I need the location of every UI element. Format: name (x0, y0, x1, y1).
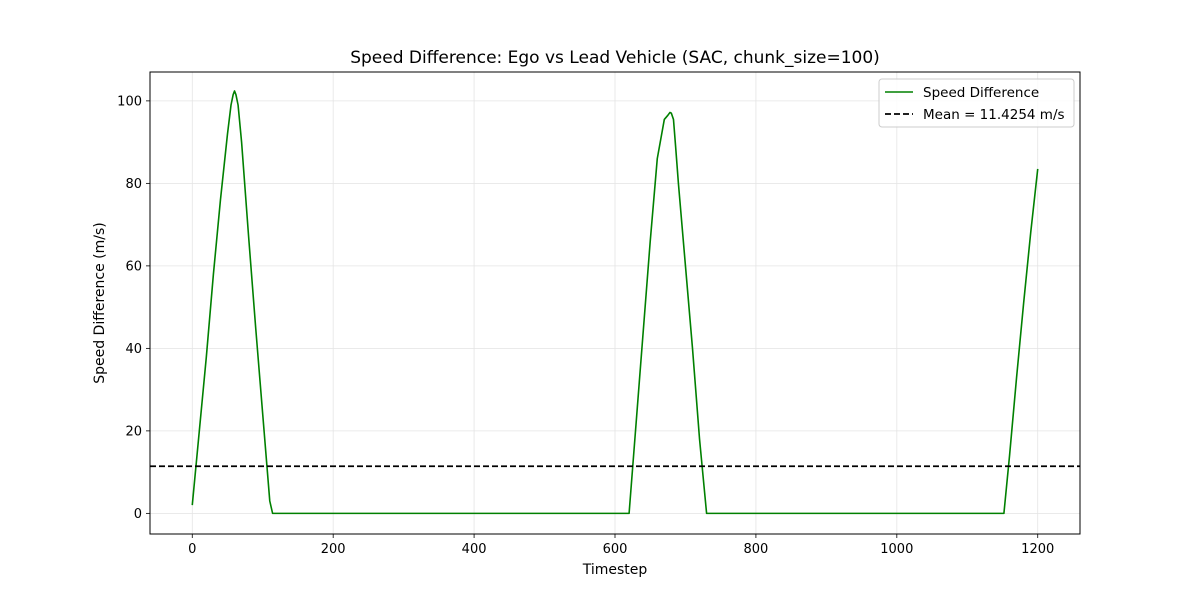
legend-box (878, 78, 1075, 128)
speed-difference-line (191, 90, 1039, 515)
x-tick-label: 1200 (1021, 542, 1054, 557)
y-tick-label: 60 (125, 259, 142, 274)
chart-title: Speed Difference: Ego vs Lead Vehicle (S… (350, 48, 880, 68)
y-tick-label: 0 (134, 507, 142, 522)
x-tick-label: 400 (462, 542, 487, 557)
x-tick-label: 200 (321, 542, 346, 557)
y-axis-title: Speed Difference (m/s) (92, 222, 108, 384)
y-tick-label: 40 (125, 342, 142, 357)
y-tick-label: 100 (117, 94, 142, 109)
y-tick-label: 80 (125, 177, 142, 192)
series-layer (150, 90, 1080, 515)
legend: Speed Difference Mean = 11.4254 m/s (878, 78, 1075, 128)
x-axis: 0 200 400 600 800 1000 1200 (188, 534, 1054, 557)
x-tick-label: 800 (743, 542, 768, 557)
legend-label: Mean = 11.4254 m/s (923, 107, 1065, 123)
x-axis-title: Timestep (582, 562, 648, 578)
x-tick-label: 0 (188, 542, 196, 557)
y-axis: 0 20 40 60 80 100 (117, 94, 150, 522)
x-tick-label: 1000 (880, 542, 913, 557)
y-tick-label: 20 (125, 424, 142, 439)
x-tick-label: 600 (603, 542, 628, 557)
legend-label: Speed Difference (923, 85, 1039, 101)
